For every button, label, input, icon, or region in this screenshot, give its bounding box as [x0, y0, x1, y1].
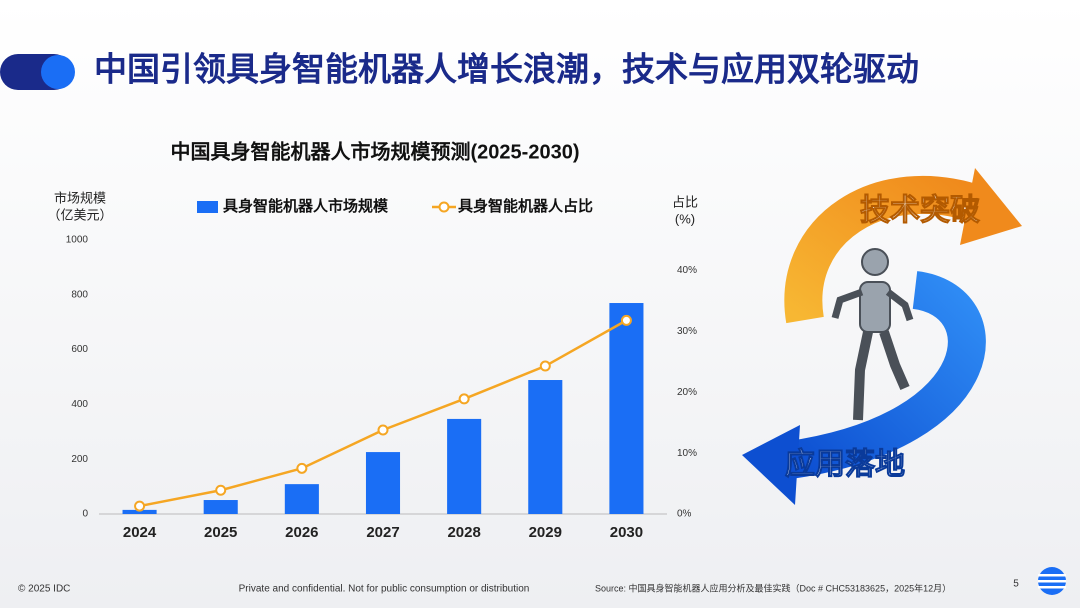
legend-label: 具身智能机器人占比 — [458, 197, 593, 215]
y-tick-label: 0 — [82, 509, 88, 520]
line-marker — [215, 484, 227, 496]
y2-axis-title: (%) — [675, 211, 695, 226]
y2-tick-label: 20% — [677, 387, 697, 398]
bar — [365, 452, 401, 514]
page-number: 5 — [1013, 579, 1019, 590]
y-axis-title: （亿美元） — [47, 207, 112, 222]
x-tick-label: 2024 — [123, 524, 157, 541]
bar — [609, 303, 644, 514]
illustration-label: 应用落地 — [785, 447, 905, 481]
x-tick-label: 2027 — [366, 524, 399, 541]
line-marker — [539, 360, 551, 372]
bar — [122, 509, 157, 514]
chart-title: 中国具身智能机器人市场规模预测(2025-2030) — [171, 139, 580, 163]
legend-swatch — [197, 201, 218, 213]
y2-axis-title: 占比 — [672, 194, 698, 209]
x-tick-label: 2030 — [610, 524, 643, 541]
blue-arrowhead — [742, 425, 800, 505]
y2-tick-label: 0% — [677, 509, 692, 520]
illustration: 技术突破 应用落地 — [742, 168, 1022, 505]
source: Source: 中国具身智能机器人应用分析及最佳实践（Doc # CHC5318… — [595, 582, 951, 593]
line-marker — [296, 462, 308, 474]
copyright: © 2025 IDC — [18, 584, 70, 595]
bar — [447, 418, 482, 514]
line-marker — [620, 314, 632, 326]
y2-tick-label: 30% — [677, 326, 697, 337]
y-tick-label: 800 — [71, 289, 88, 300]
y2-tick-label: 10% — [677, 448, 697, 459]
orange-arrowhead — [960, 168, 1022, 245]
bar — [284, 484, 319, 514]
line-marker — [377, 424, 389, 436]
bar — [203, 500, 238, 514]
line-marker — [134, 500, 146, 512]
y-tick-label: 400 — [71, 399, 88, 410]
legend-label: 具身智能机器人市场规模 — [223, 197, 389, 215]
confidential-notice: Private and confidential. Not for public… — [239, 584, 530, 595]
orange-arrow — [784, 176, 987, 324]
header-dot — [41, 55, 75, 89]
y-tick-label: 1000 — [66, 235, 89, 246]
blue-arrow — [787, 271, 986, 479]
line-marker — [458, 393, 470, 405]
x-tick-label: 2026 — [285, 524, 318, 541]
x-tick-label: 2025 — [204, 524, 237, 541]
illustration-label: 技术突破 — [860, 193, 980, 227]
x-tick-label: 2029 — [529, 524, 562, 541]
legend-swatch — [438, 201, 450, 213]
robot — [831, 248, 914, 421]
y-tick-label: 200 — [71, 454, 88, 465]
y2-tick-label: 40% — [677, 265, 697, 276]
y-axis-title: 市场规模 — [54, 190, 106, 205]
slide-title: 中国引领具身智能机器人增长浪潮，技术与应用双轮驱动 — [94, 51, 919, 88]
bar — [528, 380, 563, 514]
x-tick-label: 2028 — [447, 524, 480, 541]
y-tick-label: 600 — [71, 344, 88, 355]
logo — [1038, 567, 1066, 595]
chart: 0 200 400 600 800 1000 0% 10% 20% 30% 40% 2024 2025 2… — [66, 197, 697, 541]
